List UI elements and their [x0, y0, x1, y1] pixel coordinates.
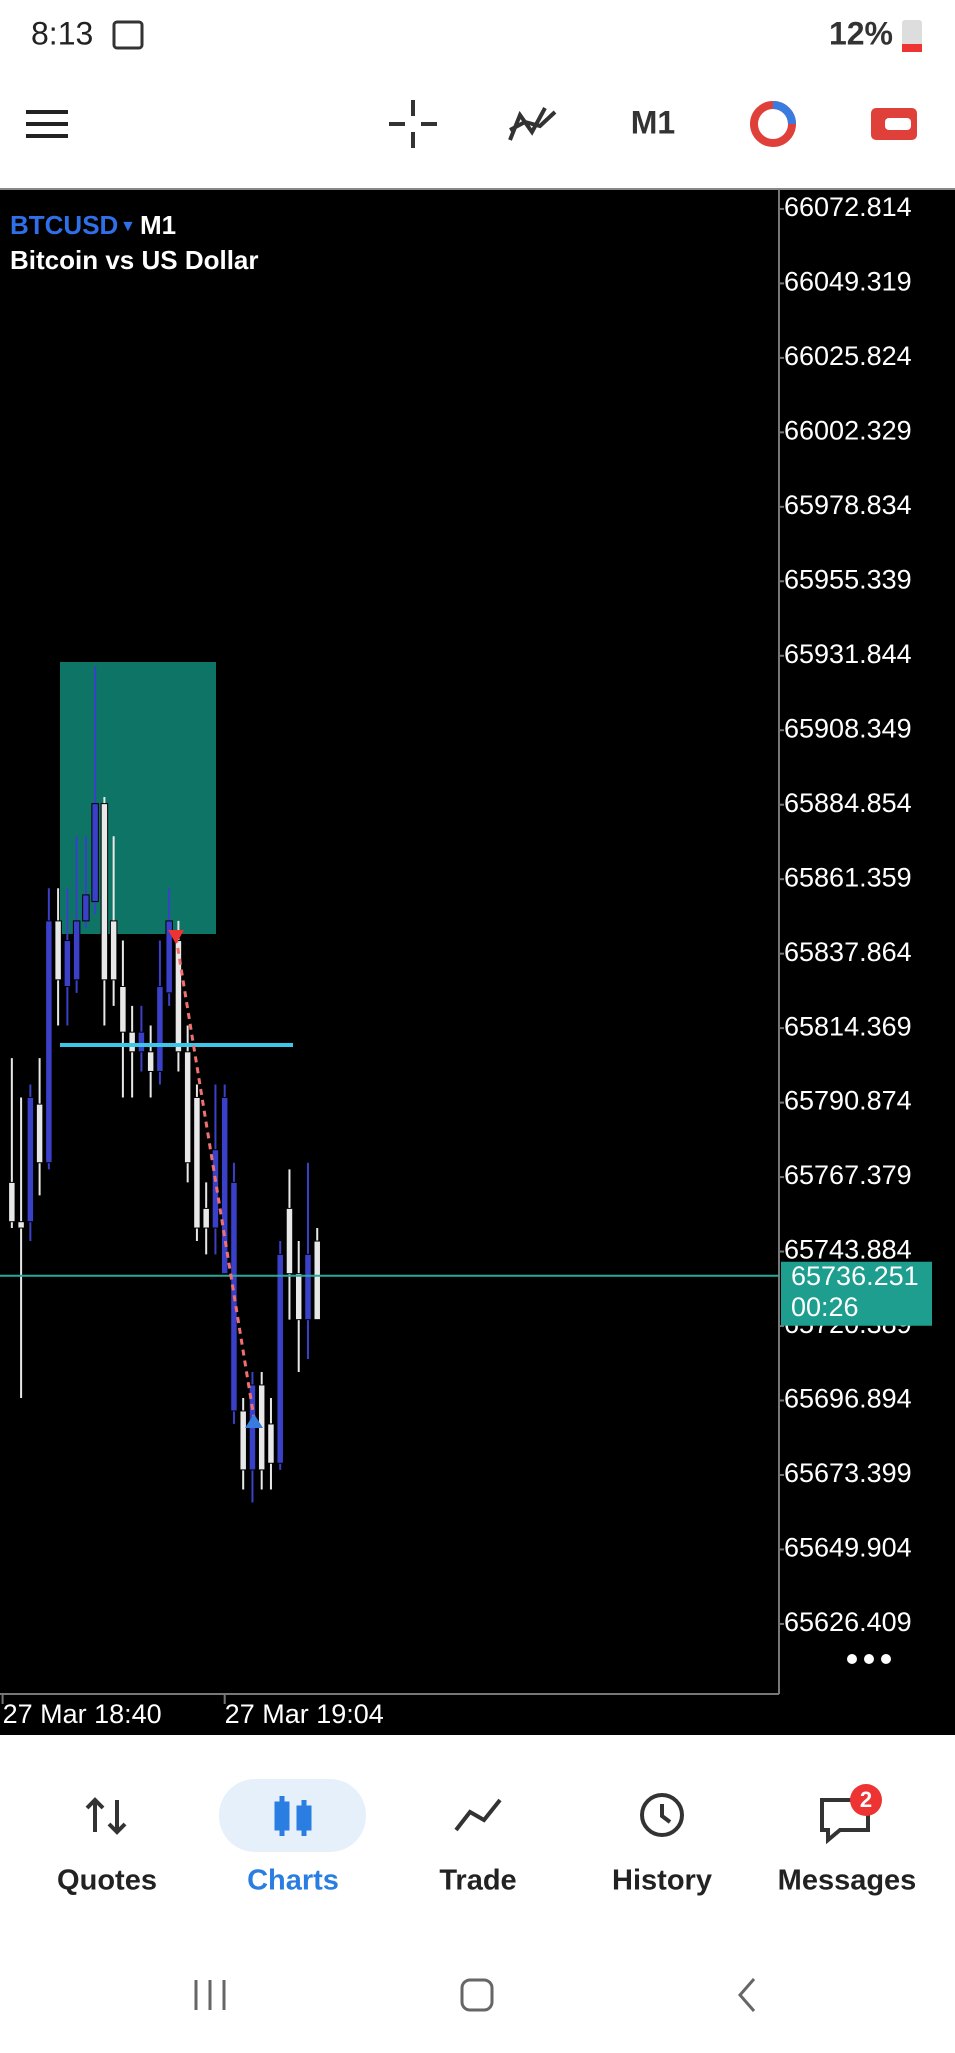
x-tick-label: 27 Mar 18:40	[3, 1699, 162, 1729]
symbol-dropdown[interactable]: ▼	[120, 218, 136, 235]
menu-bar	[26, 110, 68, 114]
history-hand	[660, 1804, 672, 1824]
y-tick-label: 65884.854	[784, 788, 912, 818]
candle-body	[137, 1031, 146, 1053]
nav-label[interactable]: History	[612, 1865, 712, 1897]
menu-bar	[26, 122, 68, 126]
candle-body	[193, 1096, 201, 1229]
candle-body	[285, 1207, 294, 1275]
charts-icon	[274, 1796, 312, 1836]
zone-rectangle	[60, 662, 216, 934]
candle-body	[100, 803, 109, 981]
trade-icon	[454, 1798, 502, 1832]
more-button[interactable]	[847, 1654, 891, 1664]
candle-body	[45, 920, 53, 1164]
battery-level: 12%	[829, 15, 893, 51]
active-tab-highlight	[219, 1779, 366, 1852]
y-tick-label: 66025.824	[784, 341, 912, 371]
y-tick-label: 65696.894	[784, 1384, 912, 1414]
sell-arrow	[168, 930, 184, 944]
candle-body	[146, 1051, 155, 1072]
candle-body	[202, 1207, 210, 1229]
y-tick-label: 65978.834	[784, 490, 912, 520]
chart-description: Bitcoin vs US Dollar	[10, 245, 259, 275]
y-tick-label: 65931.844	[784, 639, 912, 669]
gallery-icon	[112, 20, 144, 50]
countdown-label: 00:26	[791, 1292, 859, 1322]
menu-button[interactable]	[26, 110, 68, 138]
y-tick-label: 65673.399	[784, 1458, 912, 1488]
candle-body	[267, 1423, 275, 1464]
candle-body	[35, 1103, 44, 1164]
candle-body	[294, 1273, 303, 1321]
y-tick-label: 65955.339	[784, 564, 912, 594]
y-tick-label: 65908.349	[784, 713, 912, 743]
y-tick-label: 65743.884	[784, 1235, 912, 1265]
candle-body	[239, 1410, 247, 1471]
candle-body	[63, 940, 72, 988]
plot	[0, 207, 784, 1704]
bottom-nav: Quotes Charts Trade History Messages	[57, 1865, 916, 1897]
y-tick-label: 65861.359	[784, 862, 912, 892]
recents-button[interactable]	[194, 1980, 226, 2010]
y-tick-label: 66002.329	[784, 415, 912, 445]
candle-body	[54, 920, 62, 981]
y-tick-label: 65649.904	[784, 1533, 912, 1563]
y-tick-label: 65837.864	[784, 937, 912, 967]
badge-count: 2	[860, 1787, 872, 1812]
candle-body	[109, 920, 118, 981]
nav-label[interactable]: Trade	[439, 1865, 516, 1897]
candle-body	[156, 986, 164, 1072]
chart-symbol[interactable]: BTCUSD	[10, 210, 118, 240]
y-tick-label: 65790.874	[784, 1086, 912, 1116]
messages-badge	[850, 1784, 882, 1816]
current-price-label: 65736.251	[791, 1261, 919, 1291]
candle-body	[82, 894, 90, 922]
y-tick-label: 66072.814	[784, 192, 912, 222]
candle-body	[304, 1253, 312, 1321]
x-tick-label: 27 Mar 19:04	[225, 1699, 384, 1729]
home-button[interactable]	[460, 1978, 494, 2012]
candle-body	[276, 1253, 284, 1464]
candle-body	[8, 1181, 16, 1223]
menu-bar	[26, 134, 68, 138]
trade-line	[174, 936, 256, 1419]
history-icon	[640, 1793, 684, 1837]
candle-body	[26, 1096, 35, 1223]
candle-body	[119, 986, 127, 1033]
crosshair-button[interactable]	[389, 100, 437, 148]
chart-timeframe: M1	[140, 210, 176, 240]
candle-body	[17, 1221, 25, 1229]
status-time: 8:13	[31, 15, 93, 51]
candle-body	[128, 1031, 136, 1053]
candle-body	[220, 1096, 229, 1275]
timeframe-button[interactable]: M1	[631, 104, 675, 140]
y-tick-label: 66049.319	[784, 267, 912, 297]
back-button[interactable]	[738, 1978, 756, 2012]
y-tick-label: 65767.379	[784, 1160, 912, 1190]
candle-body	[183, 1051, 192, 1164]
y-tick-label: 65814.369	[784, 1011, 912, 1041]
indicators-button[interactable]	[508, 107, 557, 141]
objects-arc	[772, 101, 796, 125]
candle-body	[165, 920, 173, 994]
current-price-box	[781, 1261, 932, 1326]
nav-label[interactable]: Charts	[247, 1865, 339, 1897]
candle-body	[91, 803, 99, 903]
candle-body	[174, 940, 183, 1053]
trade-button-inner	[885, 118, 911, 130]
candle-body	[72, 920, 81, 981]
nav-label[interactable]: Quotes	[57, 1865, 157, 1897]
y-tick-label: 65626.409	[784, 1607, 912, 1637]
quotes-icon	[85, 1797, 127, 1835]
nav-label[interactable]: Messages	[778, 1865, 917, 1897]
candle-body	[313, 1240, 321, 1321]
buy-arrow	[245, 1414, 263, 1428]
battery-low	[902, 44, 922, 52]
